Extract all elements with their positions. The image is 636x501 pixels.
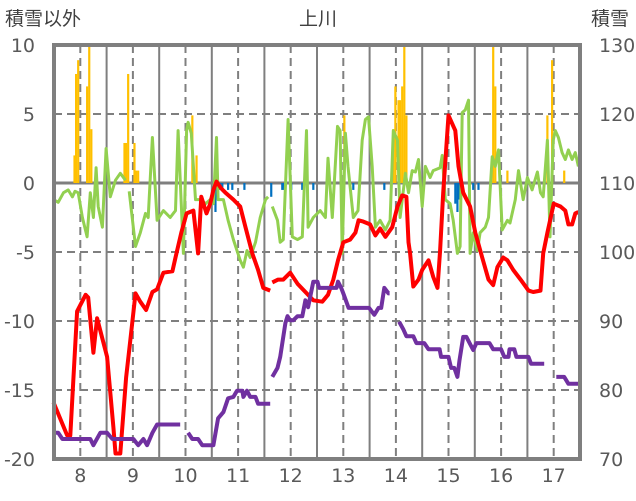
bar-negative [352, 183, 355, 190]
bar-negative [383, 183, 386, 190]
bar-positive [90, 129, 93, 183]
x-tick-label: 9 [127, 465, 139, 487]
x-tick-label: 8 [74, 465, 86, 487]
bar-positive [88, 45, 91, 183]
bar-positive [73, 155, 76, 183]
bar-negative [472, 183, 475, 190]
y-tick-label: 0 [23, 173, 35, 195]
bar-negative [477, 183, 480, 190]
bar-positive [123, 142, 126, 183]
plot-border [52, 43, 582, 461]
bar-negative [243, 183, 246, 190]
x-tick-label: 16 [489, 465, 513, 487]
bar-positive [405, 115, 408, 183]
bar-positive [506, 170, 509, 183]
bar-positive [127, 73, 130, 183]
y2-tick-label: 120 [599, 104, 635, 126]
bar-negative [281, 183, 284, 190]
bar-positive [86, 86, 89, 183]
bar-negative [270, 183, 273, 197]
y-tick-label: 5 [23, 104, 35, 126]
y2-tick-label: 90 [599, 311, 623, 333]
y-tick-label: 10 [11, 35, 35, 57]
tick-labels: 8 9 10 11 12 13 14 15 16 17 10 5 0 -5 -10 -15 -20 130 120 1… [4, 35, 635, 487]
x-tick-label: 13 [331, 465, 355, 487]
bar-positive [77, 60, 80, 183]
y2-tick-label: 130 [599, 35, 635, 57]
bar-positive [124, 142, 128, 183]
bar-positive [563, 170, 566, 183]
x-tick-label: 11 [226, 465, 250, 487]
bar-negative [231, 183, 234, 190]
bar-positive [133, 142, 136, 183]
bar-negative [221, 183, 224, 190]
bar-positive [399, 100, 402, 183]
y-tick-label: -20 [4, 449, 35, 471]
left-axis-title: 積雪以外 [5, 8, 81, 30]
x-tick-label: 14 [384, 465, 408, 487]
x-tick-label: 17 [542, 465, 566, 487]
bar-negative [301, 183, 304, 190]
bar-negative [227, 183, 230, 190]
x-tick-label: 10 [173, 465, 197, 487]
bar-positive [137, 170, 140, 183]
bar-negative [456, 183, 459, 212]
lines [51, 98, 580, 456]
bar-positive [494, 86, 497, 183]
bar-negative [312, 183, 315, 190]
y-tick-label: -15 [4, 380, 35, 402]
bar-negative [282, 183, 285, 190]
bar-positive [195, 155, 198, 183]
series-line-red [51, 113, 580, 456]
series-line-purple [53, 279, 579, 448]
x-tick-label: 15 [436, 465, 460, 487]
bar-positive [134, 170, 138, 183]
y2-tick-label: 80 [599, 380, 623, 402]
bar-positive [74, 73, 78, 183]
x-tick-label: 12 [279, 465, 303, 487]
bar-negative [214, 183, 217, 212]
chart-title: 上川 [299, 8, 337, 30]
grid [54, 45, 580, 459]
right-axis-title: 積雪 [591, 8, 629, 30]
bar-positive [492, 45, 495, 183]
y-tick-label: -5 [16, 242, 35, 264]
bar-positive [403, 45, 406, 183]
y2-tick-label: 70 [599, 449, 623, 471]
bar-positive [401, 86, 404, 183]
y2-tick-label: 100 [599, 242, 635, 264]
y-tick-label: -10 [4, 311, 35, 333]
bar-positive [551, 60, 554, 183]
bar-negative [454, 183, 457, 204]
y2-tick-label: 110 [599, 173, 635, 195]
